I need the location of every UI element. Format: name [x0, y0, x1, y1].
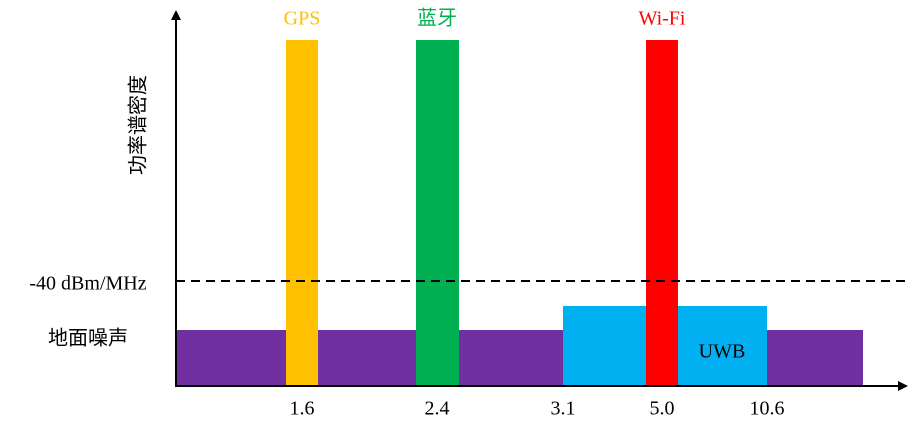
y-axis-label: 功率谱密度	[127, 75, 150, 175]
band-label: UWB	[699, 341, 746, 363]
band-label: GPS	[284, 8, 321, 30]
limit-label: -40 dBm/MHz	[29, 273, 146, 295]
x-tick-label: 3.1	[551, 398, 576, 420]
x-tick-label: 2.4	[425, 398, 450, 420]
x-tick-label: 1.6	[290, 398, 315, 420]
x-tick-label: 10.6	[750, 398, 785, 420]
wifi-band	[646, 40, 678, 386]
band-label: Wi-Fi	[639, 8, 686, 30]
x-tick-label: 5.0	[650, 398, 675, 420]
bluetooth-band	[416, 40, 459, 386]
band-label: 蓝牙	[417, 7, 457, 30]
gps-band	[286, 40, 318, 386]
noise-label: 地面噪声	[48, 327, 128, 350]
